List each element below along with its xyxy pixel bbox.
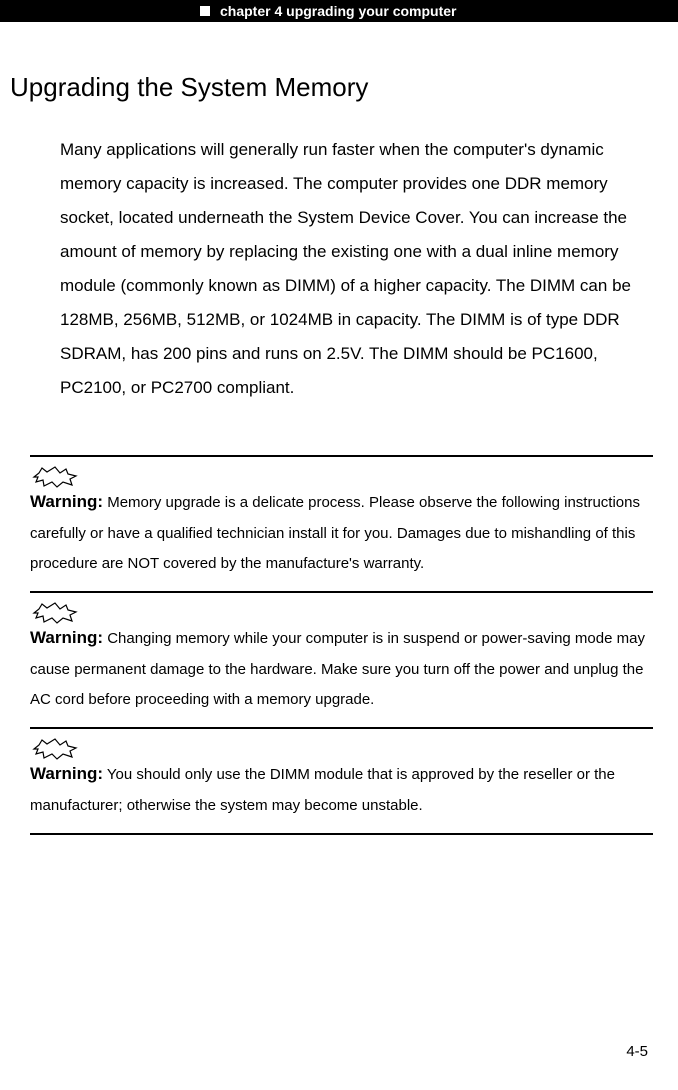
- warning-block-3: Warning: You should only use the DIMM mo…: [30, 727, 653, 835]
- warning-label: Warning:: [30, 628, 103, 647]
- warning-block-2: Warning: Changing memory while your comp…: [30, 591, 653, 727]
- warning-body: You should only use the DIMM module that…: [30, 766, 615, 814]
- warning-label: Warning:: [30, 764, 103, 783]
- chapter-title: chapter 4 upgrading your computer: [220, 3, 456, 19]
- warning-body: Memory upgrade is a delicate process. Pl…: [30, 494, 640, 572]
- header-bullet-icon: [200, 6, 210, 16]
- warning-text-1: Warning: Memory upgrade is a delicate pr…: [30, 485, 653, 579]
- warning-block-1: Warning: Memory upgrade is a delicate pr…: [30, 455, 653, 591]
- warning-text-2: Warning: Changing memory while your comp…: [30, 621, 653, 715]
- page-number: 4-5: [626, 1043, 648, 1060]
- warning-body: Changing memory while your computer is i…: [30, 630, 645, 708]
- body-paragraph: Many applications will generally run fas…: [60, 133, 653, 405]
- page-title: Upgrading the System Memory: [10, 72, 678, 103]
- chapter-header: chapter 4 upgrading your computer: [0, 0, 678, 22]
- warning-text-3: Warning: You should only use the DIMM mo…: [30, 757, 653, 821]
- warning-label: Warning:: [30, 492, 103, 511]
